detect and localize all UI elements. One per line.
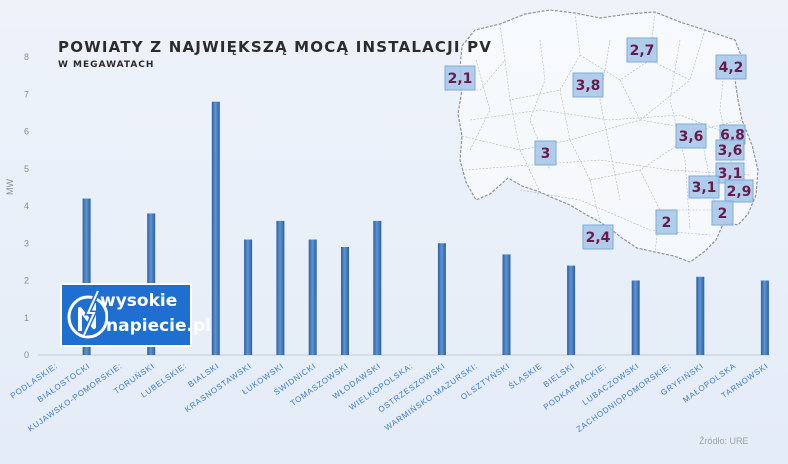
svg-text:2,9: 2,9: [727, 184, 752, 200]
map-value-label: 3: [534, 140, 557, 166]
x-tick-label: ŚLĄSKIE: [507, 361, 544, 391]
svg-text:3,1: 3,1: [692, 180, 717, 196]
map-value-label: 2,7: [626, 37, 658, 63]
y-tick-label: 0: [24, 350, 29, 360]
logo-line-1: wysokie: [100, 291, 178, 311]
svg-text:2: 2: [718, 206, 728, 222]
bar-12: [437, 243, 446, 355]
y-tick-label: 6: [24, 127, 29, 137]
svg-text:3: 3: [541, 146, 551, 162]
chart-title: POWIATY Z NAJWIĘKSZĄ MOCĄ INSTALACJI PV: [58, 38, 493, 56]
svg-text:2,1: 2,1: [448, 71, 473, 87]
map-value-label: 3,8: [572, 72, 604, 98]
poland-outline: [457, 9, 759, 263]
bar-5: [211, 101, 220, 355]
map-value-label: 2,4: [582, 224, 614, 250]
map-value-label: 3,6: [715, 139, 745, 161]
bar-18: [631, 280, 640, 355]
svg-text:3,1: 3,1: [718, 166, 743, 182]
logo-line-2: napiecie.pl: [106, 316, 211, 336]
svg-text:3,8: 3,8: [576, 78, 601, 94]
chart-subtitle: W MEGAWATACH: [58, 60, 155, 70]
map-value-label: 4,2: [715, 54, 747, 80]
bar-6: [244, 239, 253, 355]
y-tick-label: 4: [24, 201, 29, 211]
bar-9: [341, 246, 349, 355]
svg-text:4,2: 4,2: [719, 60, 744, 76]
y-tick-label: 1: [24, 313, 29, 323]
svg-text:2,4: 2,4: [586, 230, 611, 246]
bar-14: [502, 254, 511, 355]
y-tick-label: 3: [24, 238, 29, 248]
bar-16: [567, 265, 576, 355]
poland-map: [457, 9, 759, 263]
y-tick-label: 5: [24, 164, 29, 174]
svg-text:2: 2: [662, 215, 672, 231]
logo-n-emblem: [67, 289, 108, 339]
y-tick-label: 8: [24, 52, 29, 62]
logo: wysokie napiecie.pl: [60, 283, 211, 347]
bar-7: [276, 220, 285, 355]
map-value-label: 3,1: [688, 175, 720, 199]
bar-22: [760, 280, 769, 355]
map-value-label: 2,1: [444, 65, 476, 91]
map-value-label: 2: [655, 209, 678, 235]
x-tick-label: TOMASZOWSKI: [289, 361, 350, 408]
bar-8: [308, 239, 317, 355]
x-axis-labels: PODLASKIE:BIAŁOSTOCKIKUJAWSKO-POMORSKIE:…: [9, 361, 770, 434]
bar-1: [82, 198, 91, 355]
map-value-label: 2,9: [724, 179, 754, 203]
y-axis-title: MW: [5, 179, 15, 195]
y-tick-label: 7: [24, 89, 29, 99]
bars: [82, 101, 769, 355]
bar-20: [696, 276, 705, 355]
svg-text:2,7: 2,7: [630, 43, 655, 59]
y-axis-ticks: 0 1 2 3 4 5 6 7 8: [24, 52, 29, 360]
svg-text:3,6: 3,6: [718, 143, 743, 159]
map-value-label: 3,6: [675, 123, 707, 149]
svg-text:3,6: 3,6: [679, 129, 704, 145]
source-note: Źródło: URE: [699, 436, 749, 446]
bar-10: [373, 220, 382, 355]
y-tick-label: 2: [24, 276, 29, 286]
map-value-label: 2: [711, 200, 734, 226]
